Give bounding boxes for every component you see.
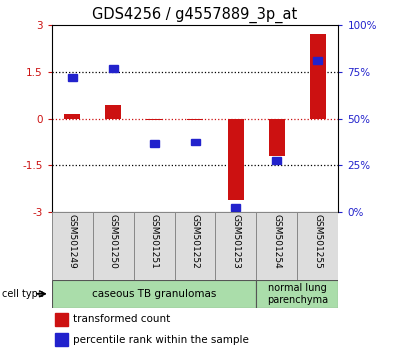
Text: cell type: cell type [2,289,44,299]
Bar [64,114,80,119]
Bar [109,65,118,72]
Bar [256,212,297,280]
Bar [215,212,256,280]
Bar [187,119,203,120]
Text: caseous TB granulomas: caseous TB granulomas [92,289,216,299]
Bar [256,280,338,308]
Bar [52,280,256,308]
Bar [269,119,285,156]
Bar [228,119,244,200]
Bar [313,57,322,64]
Bar [232,204,240,211]
Bar [146,119,162,120]
Bar [297,212,338,280]
Bar [55,313,68,326]
Text: normal lung
parenchyma: normal lung parenchyma [267,283,328,305]
Text: transformed count: transformed count [73,314,170,325]
Bar [310,34,326,119]
Bar [55,333,68,346]
Title: GDS4256 / g4557889_3p_at: GDS4256 / g4557889_3p_at [92,7,298,23]
Bar [191,139,199,145]
Text: GSM501254: GSM501254 [272,215,281,269]
Bar [134,212,175,280]
Text: GSM501255: GSM501255 [313,215,322,269]
Bar [272,158,281,164]
Text: GSM501252: GSM501252 [191,215,199,269]
Bar [93,212,134,280]
Text: GSM501253: GSM501253 [232,215,240,269]
Bar [52,212,93,280]
Text: GSM501251: GSM501251 [150,215,158,269]
Text: GSM501250: GSM501250 [109,215,118,269]
Bar [175,212,215,280]
Bar [68,74,77,81]
Text: percentile rank within the sample: percentile rank within the sample [73,335,249,345]
Bar [150,140,158,147]
Text: GSM501249: GSM501249 [68,215,77,269]
Bar [105,104,121,119]
